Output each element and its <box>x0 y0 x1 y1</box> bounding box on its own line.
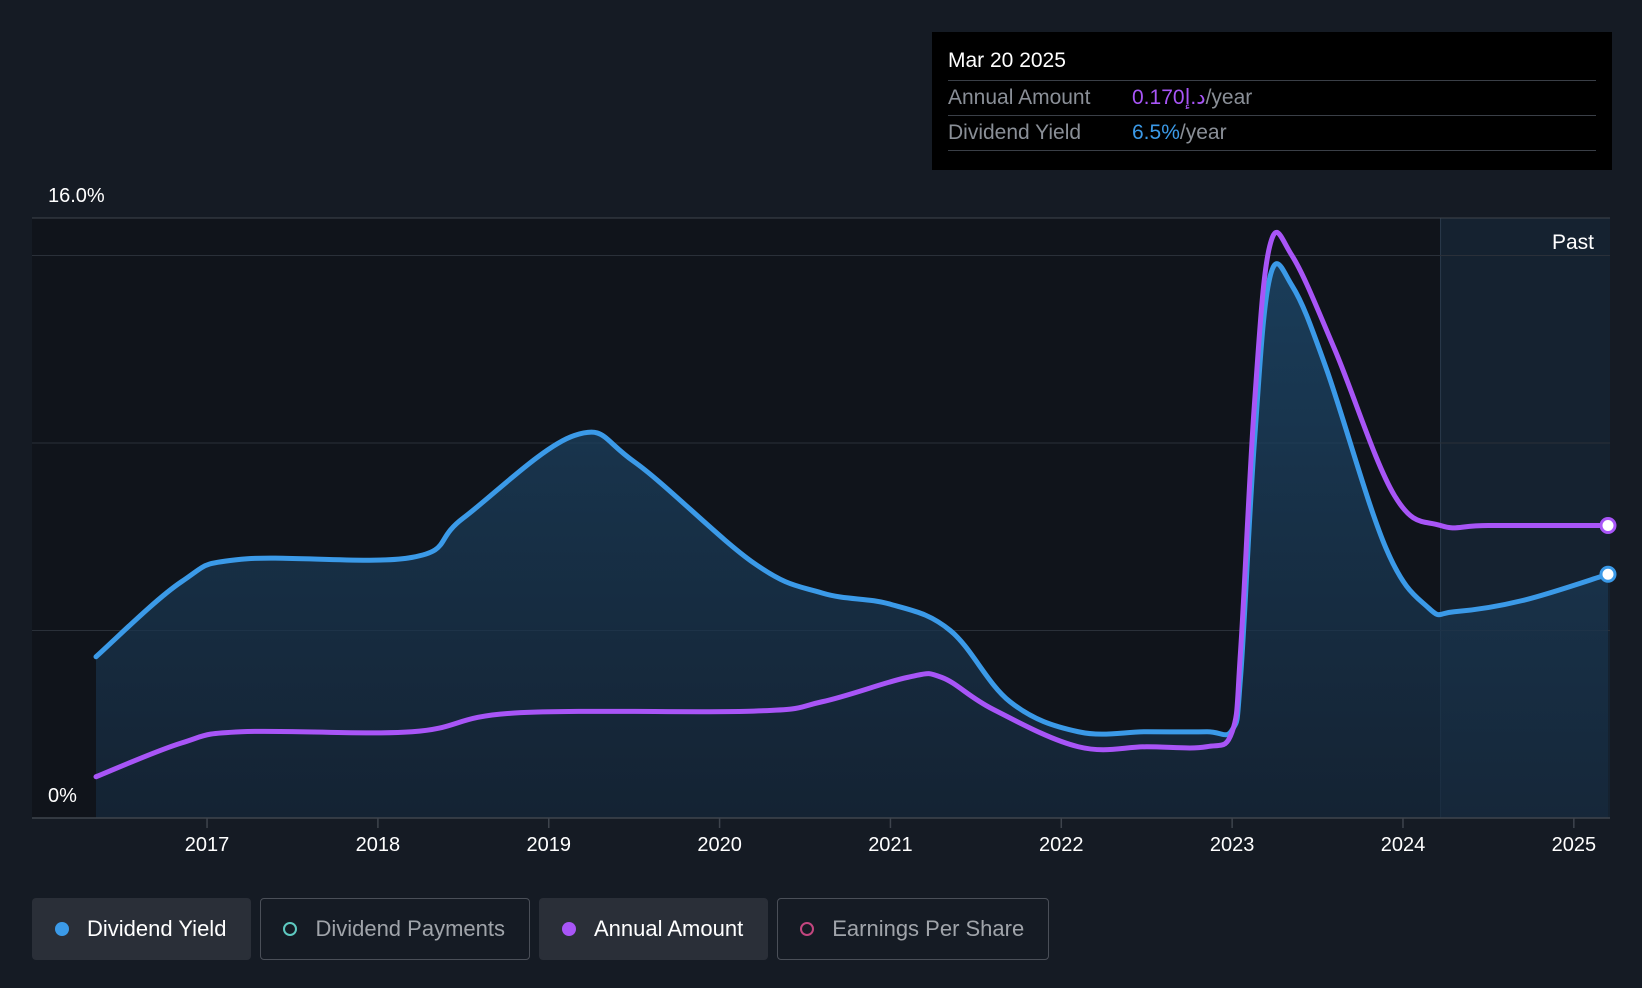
x-tick-label: 2017 <box>185 834 230 856</box>
annual-amount-line <box>93 229 1611 780</box>
tooltip-dividend-yield-label: Dividend Yield <box>948 121 1082 144</box>
legend-label: Earnings Per Share <box>832 916 1025 941</box>
x-tick-label: 2018 <box>356 834 401 856</box>
legend-label: Dividend Payments <box>315 916 505 941</box>
y-axis-min-label: 0% <box>48 785 77 807</box>
tooltip-annual-amount-value: 0.170د.إ <box>1132 86 1206 109</box>
tooltip-date: Mar 20 2025 <box>948 49 1066 72</box>
legend-label: Dividend Yield <box>87 916 227 941</box>
legend-dot-icon <box>55 922 69 936</box>
legend-earnings-per-share[interactable]: Earnings Per Share <box>777 898 1050 960</box>
x-tick-label: 2021 <box>868 834 913 856</box>
legend-dot-icon <box>561 922 576 936</box>
dividend-yield-line <box>93 261 1611 738</box>
tooltip-annual-amount-unit: /year <box>1205 86 1253 109</box>
tooltip-annual-amount-row: Annual Amount 0.170د.إ /year <box>948 80 1596 115</box>
x-tick-label: 2025 <box>1552 834 1597 856</box>
legend-dot-icon <box>283 922 298 936</box>
tooltip-dividend-yield-value: 6.5% <box>1132 121 1180 144</box>
legend-dot-icon <box>800 922 815 936</box>
legend-annual-amount[interactable]: Annual Amount <box>538 898 769 960</box>
x-tick-label: 2024 <box>1381 834 1426 856</box>
tooltip-dividend-yield-unit: /year <box>1179 121 1227 144</box>
tooltip-dividend-yield-row: Dividend Yield 6.5% /year <box>948 115 1596 151</box>
y-axis-max-label: 16.0% <box>48 185 105 207</box>
legend-dividend-yield[interactable]: Dividend Yield <box>32 898 252 960</box>
dividend-yield-area <box>96 263 1608 819</box>
past-label: Past <box>1552 231 1594 254</box>
annual-amount-end-marker[interactable] <box>1599 517 1617 534</box>
x-tick-label: 2022 <box>1039 834 1084 856</box>
legend: Dividend Yield Dividend Payments Annual … <box>32 898 1050 960</box>
tooltip: Mar 20 2025 Annual Amount 0.170د.إ /year… <box>932 32 1612 170</box>
tooltip-annual-amount-label: Annual Amount <box>948 86 1091 109</box>
x-tick-label: 2019 <box>526 834 571 856</box>
x-tick-label: 2020 <box>697 834 742 856</box>
legend-dividend-payments[interactable]: Dividend Payments <box>260 898 530 960</box>
dividend-yield-end-marker[interactable] <box>1599 565 1617 583</box>
legend-label: Annual Amount <box>593 916 744 941</box>
x-tick-label: 2023 <box>1210 834 1255 856</box>
